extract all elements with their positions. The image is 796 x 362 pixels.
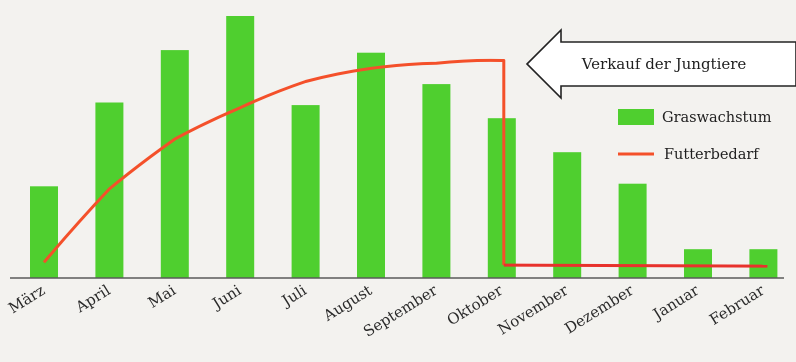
x-tick-label-august: August	[319, 281, 375, 325]
bar-mai	[160, 50, 189, 278]
bar-februar	[749, 249, 778, 278]
legend: Graswachstum Futterbedarf	[618, 109, 772, 163]
bar-oktober	[487, 118, 516, 278]
legend-label-futterbedarf: Futterbedarf	[664, 147, 760, 163]
bar-märz	[30, 186, 58, 278]
legend-label-graswachstum: Graswachstum	[662, 110, 772, 126]
x-tick-label-dezember: Dezember	[561, 281, 637, 338]
x-tick-label-september: September	[360, 281, 441, 341]
futterbedarf-line	[42, 58, 506, 266]
callout-arrow: Verkauf der Jungtiere	[525, 28, 796, 100]
futterbedarf-line-low	[503, 263, 768, 268]
x-tick-label-juli: Juli	[277, 281, 310, 311]
bars-layer	[30, 16, 778, 279]
left-arrow-icon	[525, 28, 796, 100]
bar-juli	[291, 105, 320, 278]
bar-september	[422, 84, 451, 278]
x-tick-label-april: April	[72, 281, 114, 317]
bar-juni	[226, 16, 255, 278]
legend-swatch-graswachstum	[618, 109, 654, 125]
x-tick-label-januar: Januar	[648, 281, 703, 324]
bar-dezember	[618, 183, 647, 278]
x-tick-label-november: November	[494, 281, 572, 339]
bar-august	[357, 52, 385, 279]
bar-januar	[684, 249, 712, 278]
bar-november	[553, 152, 582, 278]
x-tick-label-juni: Juni	[208, 281, 245, 313]
x-tick-label-mai: Mai	[145, 281, 179, 312]
callout-label: Verkauf der Jungtiere	[581, 55, 747, 73]
x-tick-label-februar: Februar	[706, 281, 768, 329]
x-tick-label-märz: März	[5, 281, 48, 317]
